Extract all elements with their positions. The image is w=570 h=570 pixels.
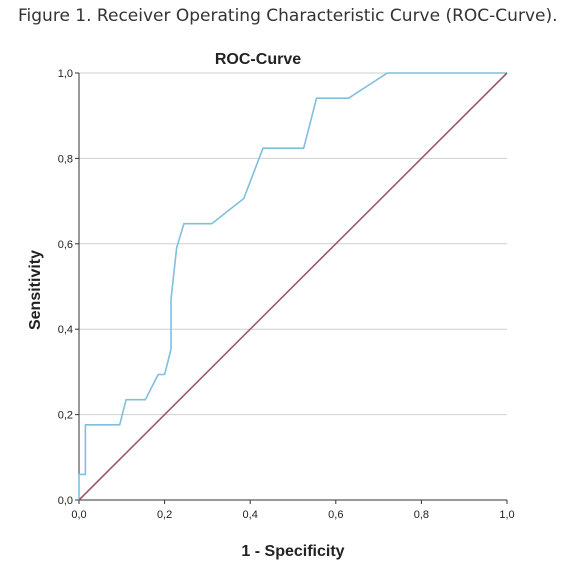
x-tick-label: 0,6: [328, 509, 343, 521]
figure-caption: Figure 1. Receiver Operating Characteris…: [18, 6, 558, 26]
axes: [78, 73, 507, 501]
series-group: [78, 72, 508, 501]
x-tick-label: 0,0: [71, 509, 86, 521]
y-axis-title: Sensitivity: [27, 250, 44, 330]
x-axis-title: 1 - Specificity: [241, 543, 344, 560]
x-tick-label: 1,0: [499, 509, 514, 521]
y-tick-label: 1,0: [58, 68, 73, 80]
x-ticks: 0,0 0,2 0,4 0,6 0,8 1,0: [71, 500, 515, 521]
x-tick-label: 0,2: [157, 509, 172, 521]
y-tick-label: 0,8: [58, 153, 73, 165]
y-tick-label: 0,6: [58, 239, 73, 251]
y-tick-label: 0,4: [58, 324, 73, 336]
y-tick-label: 0,0: [58, 495, 73, 507]
y-ticks: 0,0 0,2 0,4 0,6 0,8 1,0: [58, 68, 79, 507]
roc-curve-line: [78, 72, 507, 500]
gridlines: [79, 72, 507, 416]
chart-title: ROC-Curve: [215, 51, 301, 68]
y-tick-label: 0,2: [58, 410, 73, 422]
x-tick-label: 0,8: [414, 509, 429, 521]
x-tick-label: 0,4: [243, 509, 258, 521]
reference-diagonal-line: [78, 72, 508, 501]
